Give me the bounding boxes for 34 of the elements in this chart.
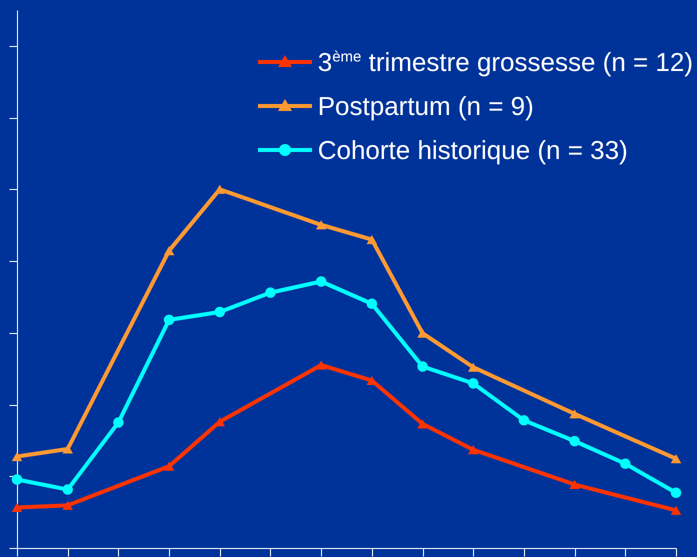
point: [366, 298, 378, 309]
point: [62, 500, 73, 510]
point: [518, 415, 530, 426]
point: [670, 506, 682, 515]
point: [316, 220, 326, 230]
point: [316, 276, 326, 287]
point: [12, 474, 22, 485]
point: [468, 362, 478, 372]
point: [417, 419, 428, 428]
point: [62, 444, 73, 454]
point: [670, 454, 682, 464]
point: [569, 436, 580, 446]
legend-label: 3$^{ème}$ trimestre grossesse (n = 12): [318, 46, 693, 79]
point: [12, 502, 22, 512]
legend-label: Postpartum (n = 9): [318, 90, 534, 123]
point: [468, 445, 478, 454]
point: [113, 417, 124, 428]
point: [214, 306, 226, 318]
point: [214, 184, 226, 194]
point: [569, 480, 580, 490]
point: [265, 287, 276, 298]
point: [12, 452, 22, 462]
point: [670, 488, 682, 498]
point: [316, 360, 326, 370]
point: [468, 378, 478, 389]
point: [164, 462, 174, 471]
point: [62, 484, 73, 495]
legend-label: Cohorte historique (n = 33): [318, 134, 628, 167]
point: [569, 409, 580, 418]
point: [417, 361, 428, 372]
point: [620, 458, 631, 469]
point: [164, 314, 174, 326]
point: [366, 235, 378, 244]
point: [164, 246, 174, 256]
